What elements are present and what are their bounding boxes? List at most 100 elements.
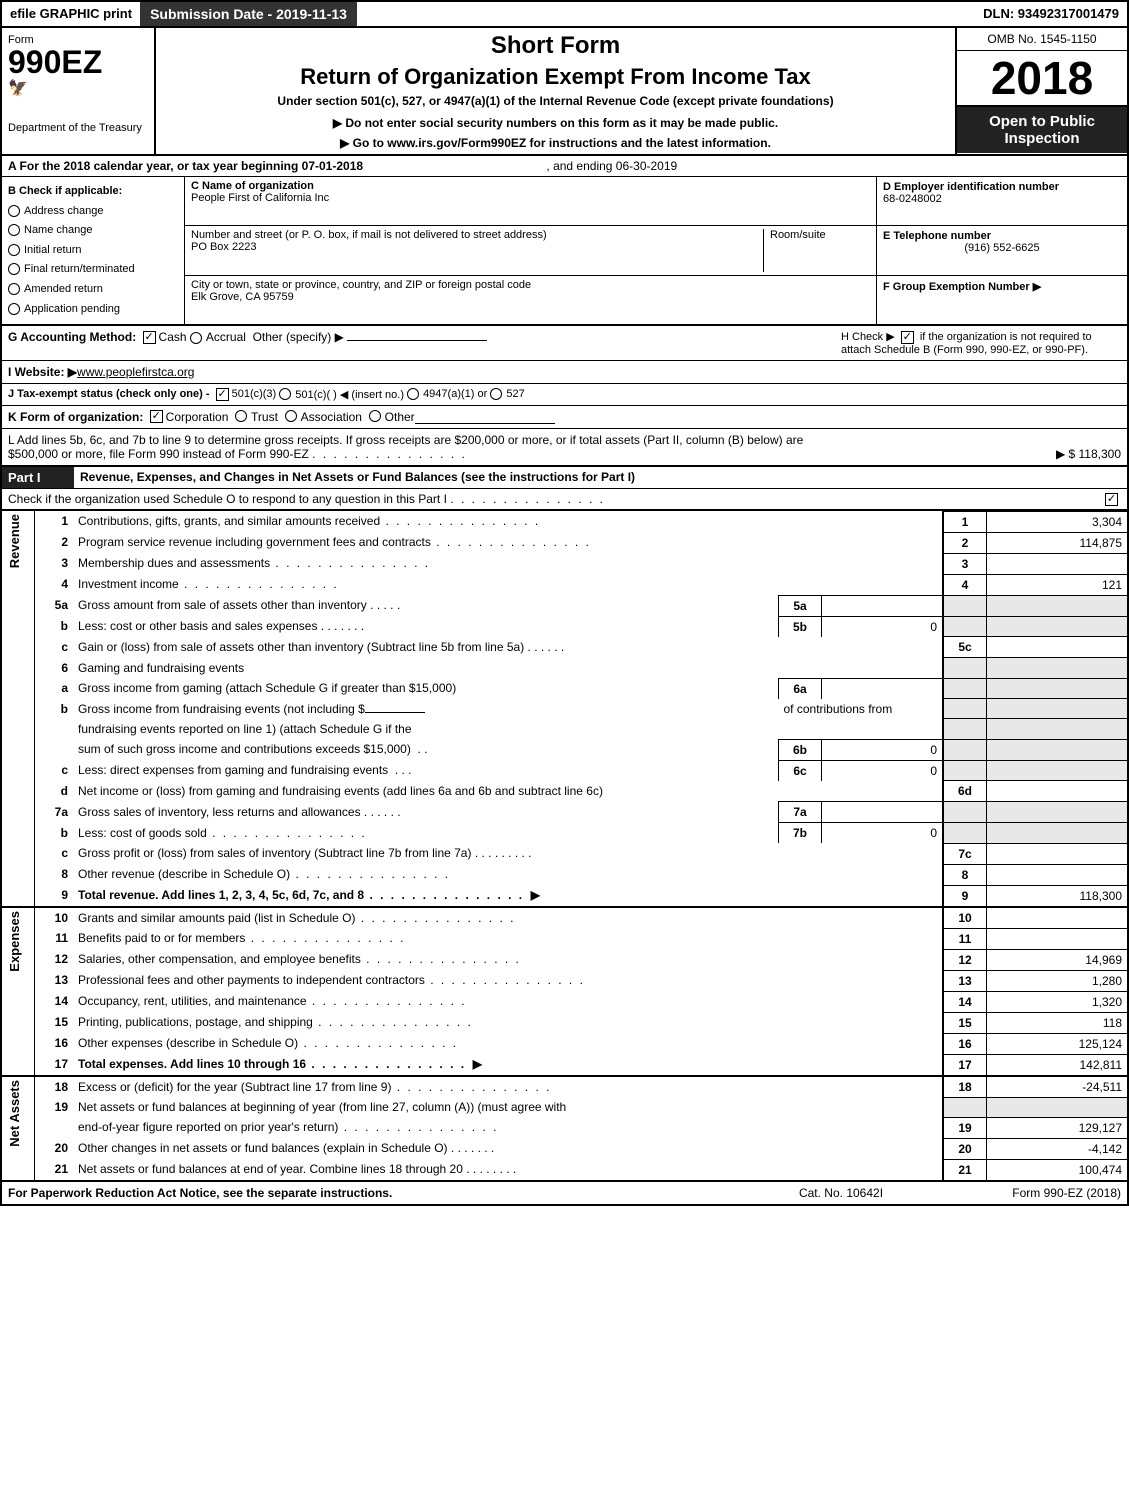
row-a-ending: , and ending 06-30-2019	[546, 159, 677, 173]
netassets-side-label: Net Assets	[7, 1080, 22, 1147]
line-6b-3: sum of such gross income and contributio…	[2, 739, 1127, 760]
final-return-label: Final return/terminated	[24, 263, 135, 275]
line-21: 21 Net assets or fund balances at end of…	[2, 1159, 1127, 1180]
row-gh: G Accounting Method: Cash Accrual Other …	[2, 326, 1127, 361]
header-right: OMB No. 1545-1150 2018 Open to Public In…	[955, 28, 1127, 154]
efile-label: efile GRAPHIC print	[2, 2, 140, 26]
501c3-checkbox[interactable]	[216, 388, 229, 401]
revenue-side-label: Revenue	[7, 514, 22, 568]
street-label: Number and street (or P. O. box, if mail…	[191, 229, 763, 241]
row-h: H Check ▶ if the organization is not req…	[841, 330, 1121, 356]
header-center: Short Form Return of Organization Exempt…	[156, 28, 955, 154]
header: Form 990EZ 🦅 Department of the Treasury …	[2, 28, 1127, 156]
527-radio[interactable]	[490, 388, 502, 400]
i-label: I Website: ▶	[8, 365, 77, 379]
line-19-1: 19 Net assets or fund balances at beginn…	[2, 1097, 1127, 1117]
part1-header-row: Part I Revenue, Expenses, and Changes in…	[2, 467, 1127, 489]
org-name-row: C Name of organization People First of C…	[185, 177, 876, 226]
lines-table: Revenue 1 Contributions, gifts, grants, …	[2, 511, 1127, 1180]
part1-label: Part I	[2, 467, 74, 488]
address-change-radio[interactable]	[8, 205, 20, 217]
501c-radio[interactable]	[279, 388, 291, 400]
accrual-radio[interactable]	[190, 332, 202, 344]
header-left: Form 990EZ 🦅 Department of the Treasury	[2, 28, 156, 154]
section-c: C Name of organization People First of C…	[185, 177, 876, 324]
line-7b: b Less: cost of goods sold 7b 0	[2, 823, 1127, 844]
4947-label: 4947(a)(1) or	[423, 388, 487, 401]
go-to-link[interactable]: ▶ Go to www.irs.gov/Form990EZ for instru…	[164, 136, 947, 150]
do-not-enter: ▶ Do not enter social security numbers o…	[164, 116, 947, 130]
schedule-o-checkbox[interactable]	[1105, 493, 1118, 506]
trust-radio[interactable]	[235, 410, 247, 422]
name-change-radio[interactable]	[8, 224, 20, 236]
ein-row: D Employer identification number 68-0248…	[877, 177, 1127, 226]
room-label: Room/suite	[770, 229, 870, 241]
association-label: Association	[301, 410, 362, 424]
row-i: I Website: ▶ www.peoplefirstca.org	[2, 361, 1127, 384]
footer-right: Form 990-EZ (2018)	[941, 1186, 1121, 1200]
form-990ez-page: efile GRAPHIC print Submission Date - 20…	[0, 0, 1129, 1206]
line-18: Net Assets 18 Excess or (deficit) for th…	[2, 1076, 1127, 1098]
org-block: B Check if applicable: Address change Na…	[2, 177, 1127, 326]
amended-return-radio[interactable]	[8, 283, 20, 295]
other-org-radio[interactable]	[369, 410, 381, 422]
h-checkbox[interactable]	[901, 331, 914, 344]
h-text1: H Check ▶	[841, 331, 895, 343]
row-g: G Accounting Method: Cash Accrual Other …	[8, 330, 841, 356]
line-10: Expenses 10 Grants and similar amounts p…	[2, 907, 1127, 929]
part1-sub: Check if the organization used Schedule …	[2, 489, 1127, 511]
corporation-label: Corporation	[166, 410, 229, 424]
g-label: G Accounting Method:	[8, 330, 136, 344]
footer-left: For Paperwork Reduction Act Notice, see …	[8, 1186, 741, 1200]
dept-label: Department of the Treasury	[8, 122, 148, 134]
short-form-title: Short Form	[164, 32, 947, 60]
footer: For Paperwork Reduction Act Notice, see …	[2, 1180, 1127, 1204]
row-j: J Tax-exempt status (check only one) - 5…	[2, 384, 1127, 406]
l-line1: L Add lines 5b, 6c, and 7b to line 9 to …	[8, 433, 1121, 447]
initial-return-radio[interactable]	[8, 244, 20, 256]
line-7c: c Gross profit or (loss) from sales of i…	[2, 843, 1127, 864]
4947-radio[interactable]	[407, 388, 419, 400]
line-2: 2 Program service revenue including gove…	[2, 532, 1127, 553]
association-radio[interactable]	[285, 410, 297, 422]
line-14: 14 Occupancy, rent, utilities, and maint…	[2, 991, 1127, 1012]
line-4: 4 Investment income 4 121	[2, 574, 1127, 595]
section-def: D Employer identification number 68-0248…	[876, 177, 1127, 324]
form-number: 990EZ	[8, 46, 148, 78]
city-value: Elk Grove, CA 95759	[191, 291, 870, 303]
submission-date: Submission Date - 2019-11-13	[140, 2, 357, 26]
website-link[interactable]: www.peoplefirstca.org	[77, 365, 194, 379]
final-return-radio[interactable]	[8, 263, 20, 275]
line-17: 17 Total expenses. Add lines 10 through …	[2, 1054, 1127, 1076]
cash-checkbox[interactable]	[143, 331, 156, 344]
k-label: K Form of organization:	[8, 410, 143, 424]
city-label: City or town, state or province, country…	[191, 279, 870, 291]
phone-row: E Telephone number (916) 552-6625	[877, 226, 1127, 275]
line-6b-1: b Gross income from fundraising events (…	[2, 699, 1127, 719]
irs-eagle-icon: 🦅	[8, 78, 148, 98]
cash-label: Cash	[159, 330, 187, 344]
line-1: Revenue 1 Contributions, gifts, grants, …	[2, 511, 1127, 532]
line-16: 16 Other expenses (describe in Schedule …	[2, 1033, 1127, 1054]
line-9: 9 Total revenue. Add lines 1, 2, 3, 4, 5…	[2, 885, 1127, 907]
l-amount: ▶ $ 118,300	[1056, 447, 1121, 461]
line-6b-2: fundraising events reported on line 1) (…	[2, 719, 1127, 740]
section-b: B Check if applicable: Address change Na…	[2, 177, 185, 324]
accrual-label: Accrual	[206, 330, 246, 344]
spacer	[357, 2, 975, 26]
line-7a: 7a Gross sales of inventory, less return…	[2, 802, 1127, 823]
line-5a: 5a Gross amount from sale of assets othe…	[2, 595, 1127, 616]
corporation-checkbox[interactable]	[150, 410, 163, 423]
row-k: K Form of organization: Corporation Trus…	[2, 406, 1127, 429]
trust-label: Trust	[251, 410, 278, 424]
other-label: Other (specify) ▶	[253, 330, 344, 344]
line-5c: c Gain or (loss) from sale of assets oth…	[2, 637, 1127, 658]
return-title: Return of Organization Exempt From Incom…	[164, 64, 947, 90]
application-pending-radio[interactable]	[8, 303, 20, 315]
phone-value: (916) 552-6625	[883, 242, 1121, 254]
e-label: E Telephone number	[883, 230, 1121, 242]
expenses-side-label: Expenses	[7, 911, 22, 972]
amended-return-label: Amended return	[24, 283, 103, 295]
part1-sub-text: Check if the organization used Schedule …	[8, 492, 447, 506]
application-pending-label: Application pending	[24, 303, 120, 315]
